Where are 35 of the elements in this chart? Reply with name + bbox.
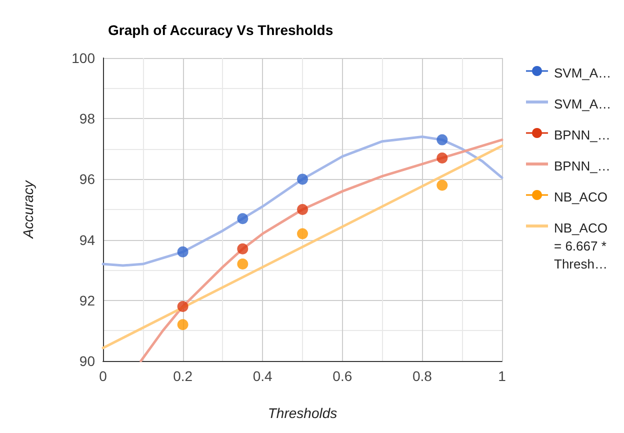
x-tick-label: 0.2 [173,368,193,384]
y-tick-label: 98 [79,110,96,127]
legend-label: BPNN_… [554,128,610,142]
point [436,180,448,191]
chart-title: Graph of Accuracy Vs Thresholds [108,22,334,38]
y-tick-label: 90 [79,353,96,369]
legend-label: NB_ACO = 6.667 * Thresh… [554,220,612,272]
point [297,174,308,185]
x-tick-label: 1 [498,368,506,384]
y-tick-label: 100 [72,50,96,66]
x-tick-label: 0 [99,368,108,384]
y-axis-title: Accuracy [20,180,36,240]
legend-label: SVM_A… [554,66,612,80]
point [436,152,448,164]
legend-label: NB_ACO [554,190,608,204]
y-tick-label: 94 [79,232,96,248]
line-series [102,136,504,267]
point [297,228,308,240]
x-tick-label: 0.6 [332,368,352,384]
line-series [140,138,504,362]
point [237,258,248,270]
legend-label: BPNN_… [554,158,610,174]
point [177,319,188,330]
point [297,204,308,215]
point [177,300,188,312]
point [237,213,248,224]
point [436,134,448,146]
x-tick-label: 0.4 [252,368,273,384]
x-axis-title: Thresholds [268,405,338,421]
point [177,246,188,258]
y-tick-label: 92 [79,292,96,308]
y-tick-label: 96 [79,171,96,188]
legend-label: SVM_A… [554,96,612,112]
point [237,243,248,254]
x-tick-label: 0.8 [412,368,432,384]
